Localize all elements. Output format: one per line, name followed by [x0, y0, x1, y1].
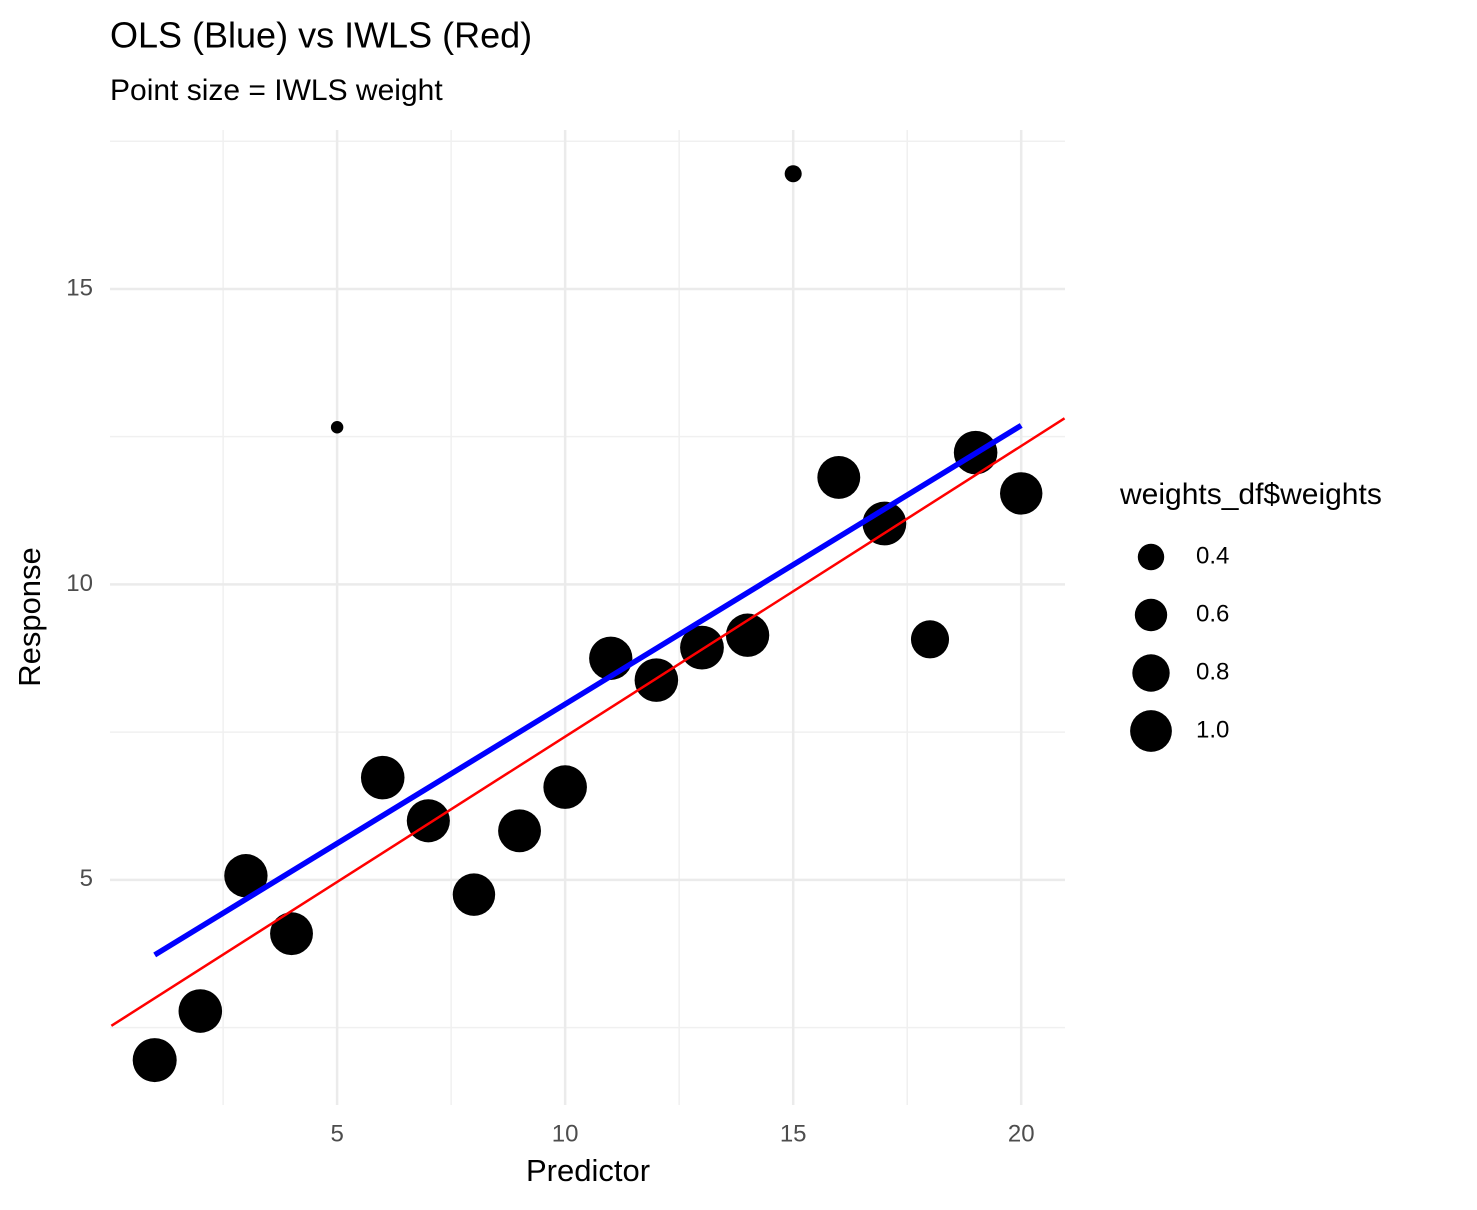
legend-label: 0.8	[1196, 658, 1229, 685]
legend-title: weights_df$weights	[1119, 478, 1382, 511]
legend-key	[1132, 654, 1170, 692]
point	[543, 765, 587, 809]
point	[270, 912, 313, 956]
x-axis-title: Predictor	[526, 1153, 650, 1188]
y-axis-title: Response	[12, 547, 47, 687]
point	[224, 854, 268, 898]
fit-line	[153, 423, 1023, 958]
legend-label: 0.4	[1196, 542, 1229, 569]
fit-line	[110, 417, 1066, 1027]
y-tick-label: 10	[66, 570, 93, 597]
point	[680, 625, 724, 670]
chart-subtitle: Point size = IWLS weight	[110, 74, 443, 107]
legend-key	[1137, 543, 1165, 571]
point	[452, 873, 496, 916]
y-tick-label: 15	[66, 274, 93, 301]
point	[634, 658, 679, 702]
x-tick-label: 10	[552, 1120, 579, 1147]
point	[817, 456, 861, 499]
point	[725, 613, 770, 657]
point	[498, 809, 541, 853]
point	[360, 755, 405, 800]
x-tick-label: 20	[1008, 1120, 1035, 1147]
point	[1000, 472, 1043, 515]
point	[784, 165, 802, 183]
legend-label: 0.6	[1196, 600, 1229, 627]
point	[330, 421, 344, 434]
point	[406, 799, 450, 843]
x-tick-label: 15	[780, 1120, 807, 1147]
point	[910, 620, 950, 659]
chart-title: OLS (Blue) vs IWLS (Red)	[110, 15, 532, 56]
legend-key	[1134, 598, 1168, 632]
legend-label: 1.0	[1196, 716, 1229, 743]
y-tick-label: 5	[80, 865, 93, 892]
legend-key	[1130, 710, 1172, 752]
point	[178, 989, 223, 1033]
x-tick-label: 5	[330, 1120, 343, 1147]
point	[132, 1038, 177, 1083]
